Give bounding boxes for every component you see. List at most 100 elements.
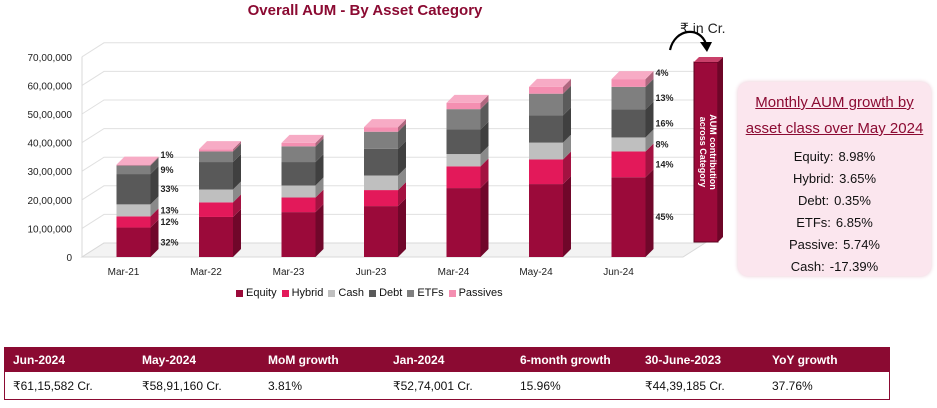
bar-segment-passives xyxy=(611,79,646,87)
bar-segment-passives xyxy=(116,164,151,166)
bar-segment-etfs xyxy=(116,165,151,175)
growth-row: Cash: -17.39% xyxy=(738,256,931,278)
legend-swatch xyxy=(448,289,456,297)
y-tick-label: 10,00,000 xyxy=(28,224,73,235)
bar-segment-equity xyxy=(611,177,646,257)
aum-chart: 0 10,00,000 20,00,000 30,00,000 40,00,000 50,… xyxy=(28,30,723,278)
bar-side-passives xyxy=(150,156,159,166)
chart-title: Overall AUM - By Asset Category xyxy=(247,2,483,19)
growth-label: Cash: xyxy=(790,259,825,274)
bar-segment-etfs xyxy=(364,131,398,149)
growth-label: Passive: xyxy=(788,237,839,252)
y-tick-label: 40,00,000 xyxy=(28,139,73,150)
legend-item: Debt xyxy=(369,287,402,299)
bar-segment-cash xyxy=(446,154,481,167)
data-label: 32% xyxy=(161,237,179,247)
header-cell: 6-month growth xyxy=(520,353,611,367)
legend-label: Cash xyxy=(338,287,365,299)
chart-legend: Equity Hybrid Cash Debt ETFs Passives xyxy=(236,287,508,299)
growth-value: 3.65% xyxy=(839,171,877,186)
legend-label: Equity xyxy=(246,287,277,299)
bar-side-debt xyxy=(315,154,324,186)
bar-segment-passives xyxy=(281,142,316,147)
legend-item: Hybrid xyxy=(281,287,324,299)
table-cell: 3.81% xyxy=(268,378,303,393)
bar-segment-cash xyxy=(364,175,398,191)
bar-segment-equity xyxy=(529,184,563,257)
bar-side-hybrid xyxy=(480,158,489,189)
bar-side-passives xyxy=(563,78,571,94)
bar-side-hybrid xyxy=(398,182,406,207)
bar-side-debt xyxy=(645,101,654,138)
legend-label: Debt xyxy=(379,287,403,299)
table-cell: ₹58,91,160 Cr. xyxy=(142,378,222,393)
bar-top xyxy=(529,78,571,87)
bar-segment-equity xyxy=(446,188,481,257)
gridline xyxy=(81,70,705,86)
header-cell: Jun-2024 xyxy=(13,353,66,367)
bar-side-debt xyxy=(398,140,406,176)
x-tick-label: Jun-23 xyxy=(356,267,387,278)
bar-segment-cash xyxy=(281,185,316,198)
data-label: 33% xyxy=(161,184,179,194)
bar-segment-debt xyxy=(529,115,563,143)
legend-label: Hybrid xyxy=(291,287,324,299)
table-cell: 15.96% xyxy=(520,378,561,393)
bar-top xyxy=(446,94,489,103)
summary-table: Jun-2024 May-2024 MoM growth Jan-2024 6-… xyxy=(4,347,890,400)
data-label: 1% xyxy=(161,150,174,160)
bar-segment-hybrid xyxy=(611,151,646,178)
bar-top xyxy=(611,71,654,80)
legend-swatch xyxy=(407,289,415,297)
y-tick-label: 30,00,000 xyxy=(28,167,73,178)
legend-swatch xyxy=(369,289,377,297)
table-cell: 37.76% xyxy=(772,378,813,393)
growth-row: Passive: 5.74% xyxy=(738,234,931,256)
bar-side-etfs xyxy=(398,123,406,149)
gridline xyxy=(81,156,705,172)
legend-item: ETFs xyxy=(407,287,444,299)
bar-segment-hybrid xyxy=(446,166,481,189)
header-cell: Jan-2024 xyxy=(393,353,445,367)
bar-segment-hybrid xyxy=(199,202,233,217)
growth-row: Hybrid: 3.65% xyxy=(738,168,931,190)
table-cell: ₹44,39,185 Cr. xyxy=(645,378,725,393)
growth-value: 6.85% xyxy=(835,215,873,230)
growth-row: Debt: 0.35% xyxy=(738,190,931,212)
legend-item: Cash xyxy=(328,287,364,299)
x-tick-label: May-24 xyxy=(519,267,553,278)
bar-side-debt xyxy=(233,154,241,190)
table-row: ₹61,15,582 Cr. ₹58,91,160 Cr. 3.81% ₹52,… xyxy=(5,372,889,399)
bar-segment-cash xyxy=(199,189,233,203)
data-label: 8% xyxy=(656,139,669,149)
growth-label: Equity: xyxy=(793,149,834,164)
contribution-bar-top xyxy=(694,57,723,62)
bar-side-passives xyxy=(315,134,324,147)
bar-side-equity xyxy=(645,169,654,257)
bar-segment-equity xyxy=(281,212,316,257)
bar-side-etfs xyxy=(563,85,571,116)
bar-segment-debt xyxy=(281,162,316,186)
bar-side-equity xyxy=(150,219,159,257)
bar-side-cash xyxy=(315,177,324,198)
data-label: 12% xyxy=(161,217,179,227)
legend-item: Equity xyxy=(236,287,277,299)
bar-side-hybrid xyxy=(645,143,654,178)
bar-segment-hybrid xyxy=(281,197,316,213)
legend-label: ETFs xyxy=(417,287,444,299)
bar-side-etfs xyxy=(233,143,241,163)
bar-top xyxy=(199,141,241,150)
data-label: 13% xyxy=(161,205,179,215)
bar-segment-hybrid xyxy=(116,216,151,228)
bar-segment-hybrid xyxy=(364,190,398,207)
bar-side-etfs xyxy=(645,78,654,110)
legend-swatch xyxy=(328,289,336,297)
legend-swatch xyxy=(281,289,289,297)
growth-title: Monthly AUM growth by asset class over M… xyxy=(745,94,924,137)
y-tick-label: 0 xyxy=(66,253,72,264)
bar-side-etfs xyxy=(480,101,489,130)
y-tick-label: 20,00,000 xyxy=(28,196,73,207)
gridline xyxy=(81,128,705,144)
gridline xyxy=(81,42,705,58)
bar-side-cash xyxy=(233,181,241,203)
